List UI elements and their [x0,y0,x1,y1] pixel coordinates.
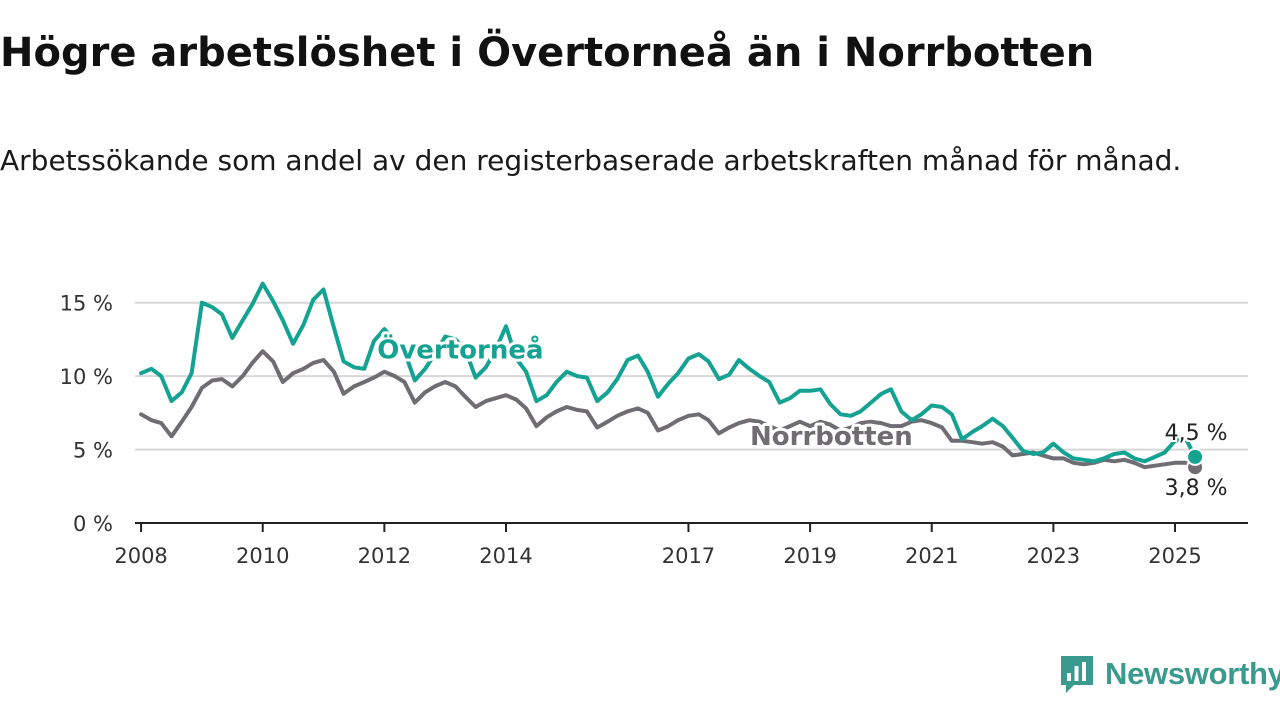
axes: 0 % 5 % 10 % 15 % 2008 2010 2012 2014 2017 2019 20… [60,292,1248,568]
y-tick-label: 0 % [73,512,113,536]
x-tick-label: 2010 [236,544,289,568]
x-tick-label: 2025 [1148,544,1201,568]
page-title: Högre arbetslöshet i Övertorneå än i Nor… [0,30,1095,76]
chart-labels: Övertorneå Norrbotten 4,5 % 3,8 % [374,330,1229,504]
series-line-overtornea [139,281,1198,464]
brand-name: Newsworthy [1105,656,1280,691]
x-tick-label: 2023 [1027,544,1080,568]
y-tick-label: 5 % [73,439,113,463]
end-label-overtornea: 4,5 % [1165,421,1228,446]
end-label-norrbotten: 3,8 % [1165,476,1228,501]
x-tick-label: 2014 [479,544,532,568]
series-line-norrbotten [139,349,1198,470]
series-label-norrbotten: Norrbotten [750,422,913,452]
chart-subtitle: Arbetssökande som andel av den registerb… [0,144,1182,177]
newsworthy-logo-icon [1061,656,1093,693]
end-marker-overtornea [1186,447,1205,466]
y-tick-label: 10 % [60,365,113,389]
series-lines [139,281,1205,477]
series-label-overtornea: Övertorneå [377,333,543,366]
brand-logo: Newsworthy [1058,652,1280,696]
x-tick-label: 2021 [905,544,958,568]
x-tick-label: 2017 [662,544,715,568]
y-tick-label: 15 % [60,292,113,316]
x-tick-label: 2019 [783,544,836,568]
x-tick-label: 2012 [358,544,411,568]
x-tick-label: 2008 [114,544,167,568]
